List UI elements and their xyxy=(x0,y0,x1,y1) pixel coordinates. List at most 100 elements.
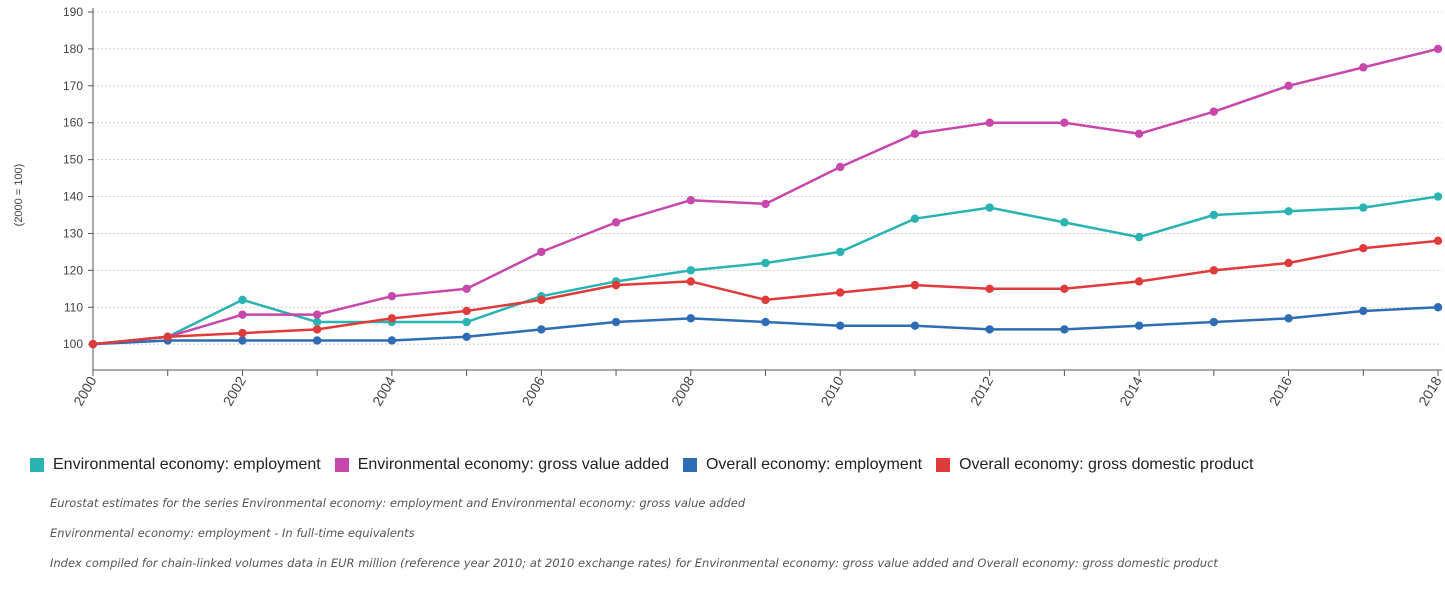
data-point xyxy=(1433,44,1443,54)
data-point xyxy=(836,321,845,330)
data-point xyxy=(985,203,994,212)
data-point xyxy=(1433,303,1443,312)
data-point xyxy=(985,118,994,127)
data-point xyxy=(163,332,172,341)
y-tick-label: 130 xyxy=(63,226,83,240)
data-point xyxy=(1209,317,1219,327)
data-point xyxy=(312,336,322,345)
data-point xyxy=(1209,210,1219,220)
legend-item-env-gva[interactable]: Environmental economy: gross value added xyxy=(334,456,669,474)
x-tick-label: 2010 xyxy=(817,373,847,408)
data-point xyxy=(537,325,546,334)
data-point xyxy=(387,336,397,345)
legend-item-overall-gdp[interactable]: Overall economy: gross domestic product xyxy=(936,456,1253,474)
legend-item-overall-employment[interactable]: Overall economy: employment xyxy=(682,456,922,474)
data-point xyxy=(1359,63,1368,72)
data-point xyxy=(686,266,695,275)
data-point xyxy=(686,196,695,205)
data-point xyxy=(985,325,994,334)
data-point xyxy=(238,328,247,338)
legend-swatch xyxy=(334,458,349,472)
data-point xyxy=(910,129,920,138)
x-tick-label: 2000 xyxy=(70,373,100,408)
data-point xyxy=(1433,236,1443,246)
axes xyxy=(88,8,1442,376)
legend-swatch xyxy=(682,458,697,472)
data-point xyxy=(1284,81,1293,91)
data-point xyxy=(88,339,98,349)
data-point xyxy=(462,332,471,341)
data-point xyxy=(611,317,621,327)
data-point xyxy=(238,336,247,345)
data-point xyxy=(462,284,471,294)
y-tick-label: 110 xyxy=(64,300,83,314)
data-point xyxy=(462,317,471,327)
data-point xyxy=(537,247,546,257)
legend-swatch xyxy=(30,458,44,472)
data-point xyxy=(1284,258,1293,268)
data-point xyxy=(312,317,322,327)
data-point xyxy=(611,218,621,227)
data-point xyxy=(910,280,920,290)
series-3 xyxy=(88,303,1443,349)
series-group xyxy=(88,44,1443,349)
data-point xyxy=(1060,325,1069,334)
x-tick-labels: 2000 2002 2004 2006 2008 2010 2012 2014 2016 2018 xyxy=(70,373,1445,408)
data-point xyxy=(611,280,621,290)
data-point xyxy=(238,295,247,305)
data-point xyxy=(1284,314,1293,323)
x-tick-label: 2012 xyxy=(967,373,997,408)
grid-lines xyxy=(93,11,1442,345)
x-tick-label: 2014 xyxy=(1116,373,1146,408)
data-point xyxy=(1060,284,1069,294)
data-point xyxy=(1134,321,1144,330)
x-tick-label: 2016 xyxy=(1266,373,1296,408)
y-tick-label: 190 xyxy=(63,5,83,19)
note-fte: Environmental economy: employment - In f… xyxy=(50,526,415,540)
data-point xyxy=(387,314,397,323)
data-point xyxy=(1209,266,1219,275)
data-point xyxy=(1209,107,1219,116)
series-line xyxy=(92,239,1439,346)
legend-label: Environmental economy: gross value added xyxy=(357,456,669,473)
data-point xyxy=(1060,218,1069,227)
data-point xyxy=(462,306,471,316)
data-point xyxy=(910,214,920,223)
data-point xyxy=(387,291,397,301)
y-tick-label: 140 xyxy=(63,190,83,204)
data-point xyxy=(985,284,994,294)
legend-label: Environmental economy: employment xyxy=(53,456,321,473)
y-tick-label: 160 xyxy=(63,116,83,130)
x-tick-label: 2006 xyxy=(518,373,548,408)
y-tick-label: 100 xyxy=(63,337,83,351)
data-point xyxy=(1134,232,1144,242)
x-tick-label: 2002 xyxy=(220,373,250,408)
chart-notes: Eurostat estimates for the series Enviro… xyxy=(50,494,1420,584)
x-tick-label: 2018 xyxy=(1415,373,1445,408)
data-point xyxy=(537,295,546,305)
x-tick-label: 2004 xyxy=(369,373,399,408)
data-point xyxy=(686,314,695,323)
data-point xyxy=(1134,277,1144,286)
data-point xyxy=(1284,207,1293,216)
data-point xyxy=(686,277,695,286)
data-point xyxy=(238,310,247,319)
data-point xyxy=(761,258,770,268)
legend-item-env-employment[interactable]: Environmental economy: employment xyxy=(30,456,321,474)
data-point xyxy=(761,295,770,305)
data-point xyxy=(761,317,770,327)
series-4 xyxy=(88,236,1443,349)
data-point xyxy=(836,288,845,297)
data-point xyxy=(761,199,770,209)
y-tick-label: 170 xyxy=(63,79,83,93)
note-index-compiled: Index compiled for chain-linked volumes … xyxy=(50,556,1218,570)
data-point xyxy=(1359,306,1368,316)
legend-swatch xyxy=(936,458,951,472)
data-point xyxy=(312,325,322,334)
data-point xyxy=(1359,244,1368,253)
note-eurostat-estimates: Eurostat estimates for the series Enviro… xyxy=(50,496,746,510)
y-tick-label: 150 xyxy=(63,153,83,167)
data-point xyxy=(1134,129,1144,138)
y-tick-label: 180 xyxy=(63,42,83,56)
